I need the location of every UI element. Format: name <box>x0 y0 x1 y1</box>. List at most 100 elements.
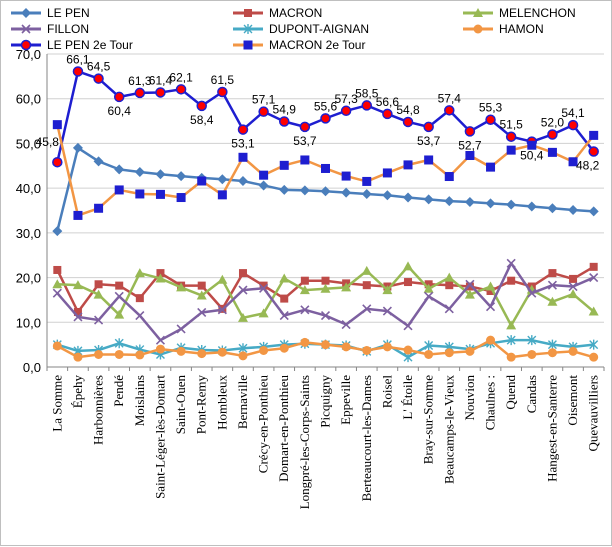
point-macron-2e-tour-l-etoile <box>403 160 413 170</box>
point-macron-bernaville <box>238 269 247 278</box>
data-label-le-pen-2e-tour-pont-remy: 58,4 <box>190 113 214 127</box>
point-melenchon-pende <box>114 309 125 319</box>
point-hamon-moislains <box>135 350 145 360</box>
point-le-pen-berteaucourt-les-dames <box>361 188 372 199</box>
legend-label-hamon: HAMON <box>499 22 544 36</box>
legend-item-fillon: FILLON <box>11 22 89 36</box>
point-macron-2e-tour-beaucamps-le-vieux <box>444 172 454 182</box>
point-macron-2e-tour-nouvion <box>465 151 475 161</box>
series-le-pen-2e-tour <box>52 66 599 168</box>
point-macron-2e-tour-harbonnieres <box>94 203 104 213</box>
x-tick-label-saint-leger-les-domart: Saint-Léger-lès-Domart <box>152 375 167 499</box>
point-macron-quevauvilliers <box>589 262 598 271</box>
point-macron-domart-en-ponthieu <box>280 294 289 303</box>
point-macron-2e-tour-saint-ouen <box>176 193 186 203</box>
point-macron-longpre-les-corps-saints <box>300 276 309 285</box>
point-le-pen-beaucamps-le-vieux <box>444 196 455 207</box>
point-le-pen-candas <box>526 201 537 212</box>
point-melenchon-bernaville <box>237 312 248 322</box>
point-macron-moislains <box>135 294 144 303</box>
point-macron-2e-tour-quevauvilliers <box>589 130 599 140</box>
point-fillon-la-somme <box>52 288 62 298</box>
x-tick-label-nouvion: Nouvion <box>462 375 477 421</box>
data-label-le-pen-2e-tour-eppeville: 57,3 <box>334 92 358 106</box>
data-label-le-pen-2e-tour-roisel: 56,6 <box>376 95 400 109</box>
point-hamon-hombleux <box>217 347 227 357</box>
point-le-pen-2e-tour-longpre-les-corps-saints <box>299 121 311 133</box>
data-label-le-pen-2e-tour-harbonnieres: 64,5 <box>87 60 111 74</box>
point-hamon-bernaville <box>238 351 248 361</box>
x-tick-label-la-somme: La Somme <box>49 375 64 432</box>
y-tick-label: 20,0 <box>16 271 41 286</box>
point-le-pen-2e-tour-pont-remy <box>196 100 207 112</box>
point-macron-2e-tour-oisemont <box>568 157 578 167</box>
legend-label-fillon: FILLON <box>47 22 89 36</box>
point-le-pen-2e-tour-bernaville <box>237 124 249 135</box>
point-le-pen-epehy <box>72 142 83 153</box>
legend-marker-macron <box>244 9 252 17</box>
point-le-pen-2e-tour-pende <box>113 91 125 103</box>
data-labels: 45,8 66,164,5 60,4 61,361,462,1 58,4 61,5 53,1… <box>36 52 600 172</box>
series-macron-2e-tour <box>52 120 599 220</box>
x-tick-label-beaucamps-le-vieux: Beaucamps-le-Vieux <box>441 375 456 484</box>
point-fillon-picquigny <box>320 311 331 321</box>
legend-item-macron: MACRON <box>233 6 322 20</box>
point-le-pen-quevauvilliers <box>588 206 599 217</box>
data-label-le-pen-2e-tour-candas: 50,4 <box>520 149 544 163</box>
x-tick-labels: La Somme Épehy Harbonnières Pendé Moislains S… <box>49 375 600 510</box>
point-le-pen-hangest-en-santerre <box>547 203 558 214</box>
series-fillon <box>52 258 599 345</box>
x-tick-label-harbonnieres: Harbonnières <box>91 375 106 445</box>
series-melenchon <box>52 261 599 330</box>
point-macron-2e-tour-domart-en-ponthieu <box>279 160 289 170</box>
point-le-pen-chaulnes <box>485 198 496 209</box>
point-fillon-oisemont <box>568 281 578 292</box>
point-macron-hangest-en-santerre <box>548 269 557 278</box>
legend-marker-dupont-aignan <box>243 24 253 34</box>
point-macron-2e-tour-candas <box>527 140 537 150</box>
point-melenchon-moislains <box>134 268 145 278</box>
point-fillon-longpre-les-corps-saints <box>300 305 310 315</box>
point-fillon-chaulnes <box>485 302 496 312</box>
point-melenchon-hangest-en-santerre <box>547 296 558 306</box>
point-macron-2e-tour-pende <box>114 185 124 195</box>
point-melenchon-hombleux <box>217 274 228 284</box>
point-fillon-hombleux <box>217 305 227 315</box>
point-le-pen-saint-ouen <box>176 171 187 182</box>
point-macron-2e-tour-saint-leger-les-domart <box>155 189 165 199</box>
x-tick-label-roisel: Roisel <box>379 375 394 409</box>
point-fillon-saint-leger-les-domart <box>155 335 166 345</box>
point-melenchon-berteaucourt-les-dames <box>361 265 372 275</box>
point-macron-2e-tour-berteaucourt-les-dames <box>362 176 372 186</box>
point-le-pen-l-etoile <box>403 192 414 203</box>
y-tick-label: 10,0 <box>16 315 41 330</box>
point-macron-la-somme <box>53 265 62 274</box>
point-fillon-harbonnieres <box>94 315 104 325</box>
data-label-le-pen-2e-tour-chaulnes: 55,3 <box>479 101 503 115</box>
point-le-pen-longpre-les-corps-saints <box>299 185 310 196</box>
point-fillon-hangest-en-santerre <box>547 280 557 290</box>
axes <box>46 54 605 371</box>
point-le-pen-2e-tour-berteaucourt-les-dames <box>361 100 373 111</box>
y-tick-labels: 0,0 10,0 20,0 30,0 40,0 50,0 60,0 70,0 <box>16 47 41 375</box>
point-melenchon-pont-remy <box>196 290 207 300</box>
point-fillon-crecy-en-ponthieu <box>259 283 269 293</box>
legend-marker-macron-2e-tour <box>243 40 253 50</box>
point-le-pen-2e-tour-quevauvilliers <box>588 146 599 157</box>
legend-item-melenchon: MELENCHON <box>463 6 576 20</box>
point-fillon-nouvion <box>465 279 475 289</box>
x-tick-label-pont-remy: Pont-Remy <box>194 375 209 435</box>
point-le-pen-2e-tour-hangest-en-santerre <box>547 129 558 140</box>
point-le-pen-2e-tour-roisel <box>382 108 393 120</box>
point-le-pen-2e-tour-beaucamps-le-vieux <box>444 105 455 116</box>
point-hamon-bray-sur-somme <box>424 349 434 359</box>
x-tick-label-chaulnes: Chaulnes : <box>483 375 498 430</box>
x-tick-label-oisemont: Oisemont <box>565 375 580 426</box>
point-le-pen-saint-leger-les-domart <box>155 169 166 180</box>
point-le-pen-2e-tour-domart-en-ponthieu <box>278 116 290 127</box>
point-macron-2e-tour-moislains <box>135 189 145 199</box>
x-tick-label-saint-ouen: Saint-Ouen <box>173 375 188 435</box>
data-label-le-pen-2e-tour-longpre-les-corps-saints: 53,7 <box>293 134 317 148</box>
point-hamon-pont-remy <box>197 349 207 359</box>
point-le-pen-2e-tour-crecy-en-ponthieu <box>258 106 269 117</box>
